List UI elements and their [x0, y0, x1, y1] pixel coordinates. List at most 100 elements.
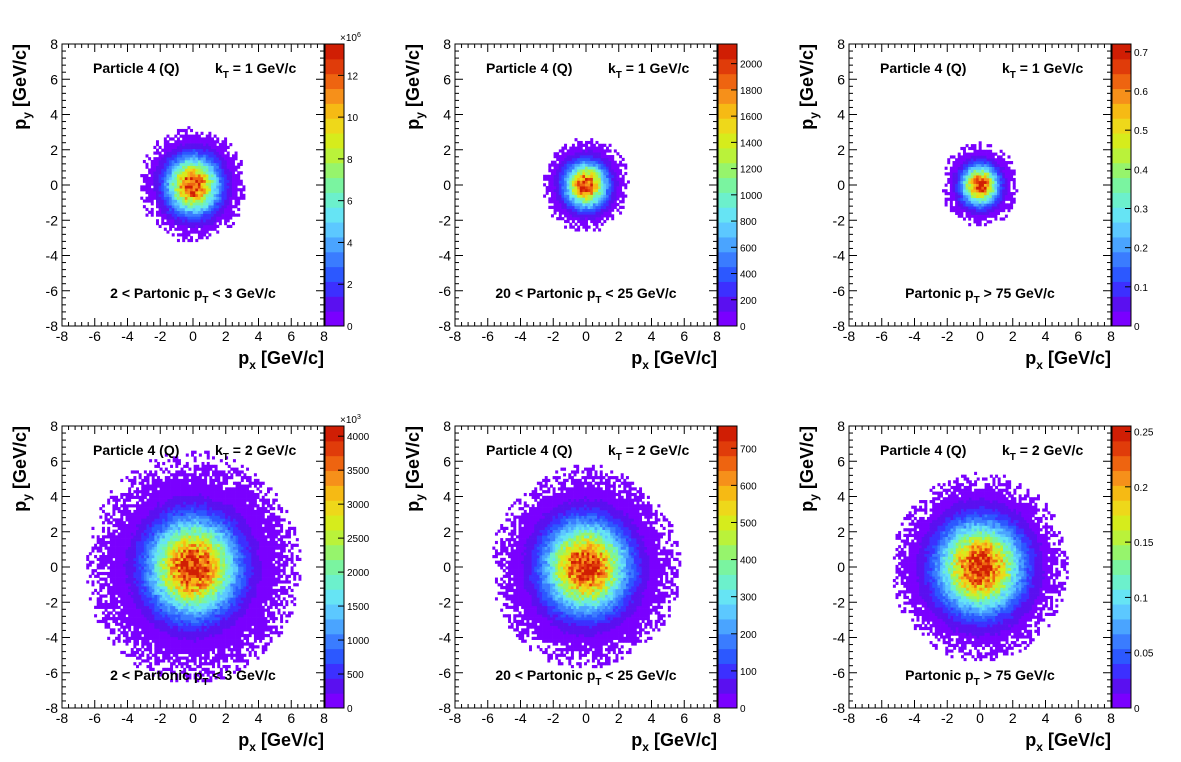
heatmap-cell [200, 151, 204, 155]
heatmap-cell [99, 594, 103, 598]
heatmap-cell [997, 192, 1000, 196]
heatmap-cell [978, 177, 982, 182]
heatmap-cell [611, 214, 615, 218]
heatmap-cell [141, 583, 145, 587]
heatmap-cell [180, 529, 184, 533]
heatmap-cell [1012, 200, 1016, 204]
heatmap-cell [978, 192, 982, 196]
heatmap-cell [179, 143, 183, 147]
heatmap-cell [603, 211, 607, 215]
heatmap-cell [949, 206, 953, 210]
heatmap-cell [162, 628, 166, 632]
heatmap-cell [156, 583, 160, 587]
heatmap-cell [587, 183, 591, 187]
heatmap-cell [1007, 197, 1011, 201]
heatmap-cell [136, 656, 139, 660]
heatmap-cell [574, 149, 578, 153]
heatmap-cell [571, 214, 575, 218]
heatmap-cell [989, 208, 993, 213]
heatmap-cell [143, 523, 147, 528]
heatmap-cell [999, 158, 1003, 162]
heatmap-cell [166, 185, 170, 189]
heatmap-cell [130, 588, 134, 593]
heatmap-cell [130, 605, 134, 609]
heatmap-cell [208, 162, 212, 166]
heatmap-cell [949, 189, 953, 193]
heatmap-cell [183, 625, 187, 629]
heatmap-cell [981, 217, 985, 221]
heatmap-cell [986, 161, 990, 165]
heatmap-cell [616, 177, 620, 181]
heatmap-cell [179, 224, 183, 229]
heatmap-cell [156, 535, 160, 539]
heatmap-cell [167, 588, 171, 593]
heatmap-cell [125, 507, 129, 511]
heatmap-cell [162, 529, 166, 533]
heatmap-cell [162, 594, 166, 598]
heatmap-cell [548, 200, 552, 204]
heatmap-cell [174, 227, 178, 231]
heatmap-cell [117, 538, 121, 542]
heatmap-cell [558, 217, 562, 221]
heatmap-cell [611, 200, 615, 204]
heatmap-cell [156, 492, 160, 497]
heatmap-cell [164, 523, 168, 528]
heatmap-cell [182, 171, 186, 175]
heatmap-cell [153, 168, 157, 172]
heatmap-cell [169, 143, 173, 147]
heatmap-cell [128, 515, 132, 519]
x-tick-label: 4 [255, 328, 263, 344]
heatmap-cell [180, 473, 184, 477]
heatmap-cell [156, 650, 160, 655]
heatmap-cell [973, 149, 977, 153]
heatmap-cell [177, 574, 181, 578]
heatmap-cell [218, 210, 222, 214]
heatmap-cell [177, 597, 181, 601]
heatmap-cell [611, 171, 615, 176]
heatmap-cell [172, 459, 176, 463]
colorbar-tick-label: 800 [740, 217, 757, 228]
heatmap-cell [185, 636, 189, 640]
heatmap-cell [197, 179, 201, 183]
heatmap-cell [122, 569, 126, 573]
heatmap-cell [955, 211, 959, 215]
heatmap-cell [146, 583, 150, 587]
heatmap-cell [169, 182, 173, 186]
heatmap-cell [141, 614, 145, 618]
heatmap-cell [112, 594, 116, 598]
heatmap-cell [99, 560, 103, 564]
heatmap-cell [582, 157, 586, 162]
heatmap-cell [221, 168, 225, 172]
heatmap-cell [587, 186, 591, 190]
heatmap-cell [989, 186, 993, 190]
heatmap-cell [603, 197, 607, 201]
heatmap-cell [197, 188, 201, 192]
heatmap-cell [136, 608, 139, 612]
heatmap-cell [957, 163, 961, 168]
heatmap-cell [598, 149, 602, 153]
heatmap-cell [161, 157, 165, 161]
heatmap-cell [608, 174, 612, 178]
heatmap-cell [195, 145, 199, 150]
heatmap-cell [577, 225, 581, 229]
heatmap-cell [962, 175, 966, 179]
heatmap-cell [177, 566, 181, 570]
heatmap-cell [180, 557, 184, 562]
heatmap-cell [176, 157, 180, 161]
heatmap-cell [151, 495, 155, 499]
heatmap-cell [146, 484, 150, 488]
heatmap-cell [211, 165, 214, 169]
heatmap-cell [989, 203, 993, 207]
heatmap-cell [177, 535, 181, 539]
heatmap-cell [190, 196, 194, 200]
heatmap-cell [162, 619, 166, 624]
heatmap-cell [158, 182, 162, 186]
heatmap-cell [553, 180, 557, 184]
heatmap-cell [133, 546, 137, 550]
heatmap-cell [136, 611, 139, 615]
heatmap-cell [143, 569, 147, 573]
heatmap-cell [169, 171, 173, 175]
heatmap-cell [571, 166, 575, 170]
heatmap-cell [960, 146, 964, 151]
heatmap-cell [558, 186, 562, 190]
